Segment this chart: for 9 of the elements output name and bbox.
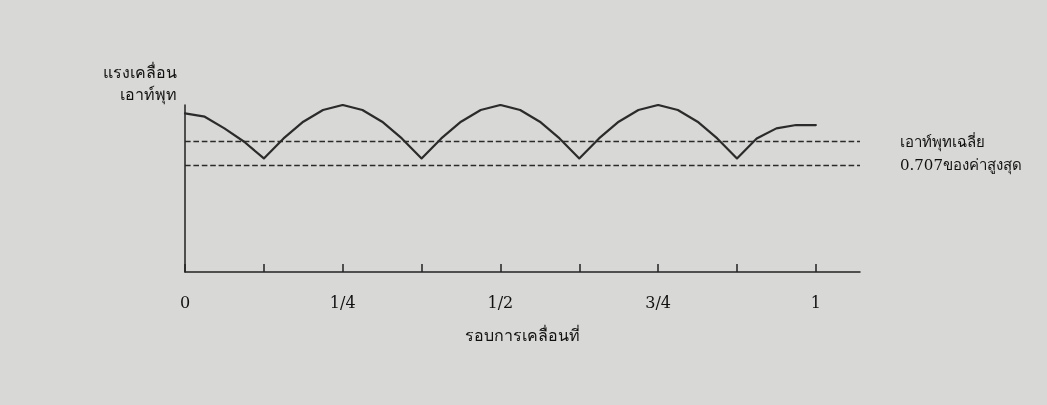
y-axis-title: แรงเคลื่อน เอาท์พุท <box>103 60 177 105</box>
x-tick-label: 1 <box>810 292 821 312</box>
ref-line-label: 0.707ของค่าสูงสุด <box>900 156 1022 176</box>
ref-line-label: เอาท์พุทเฉลี่ย <box>900 130 985 152</box>
x-tick-label: 3/4 <box>645 292 672 312</box>
x-axis-title: รอบการเคลื่อนที่ <box>465 323 580 345</box>
x-tick-label: 1/4 <box>329 292 356 312</box>
x-tick-label: 0 <box>179 292 191 312</box>
x-tick-label: 1/2 <box>487 292 514 312</box>
